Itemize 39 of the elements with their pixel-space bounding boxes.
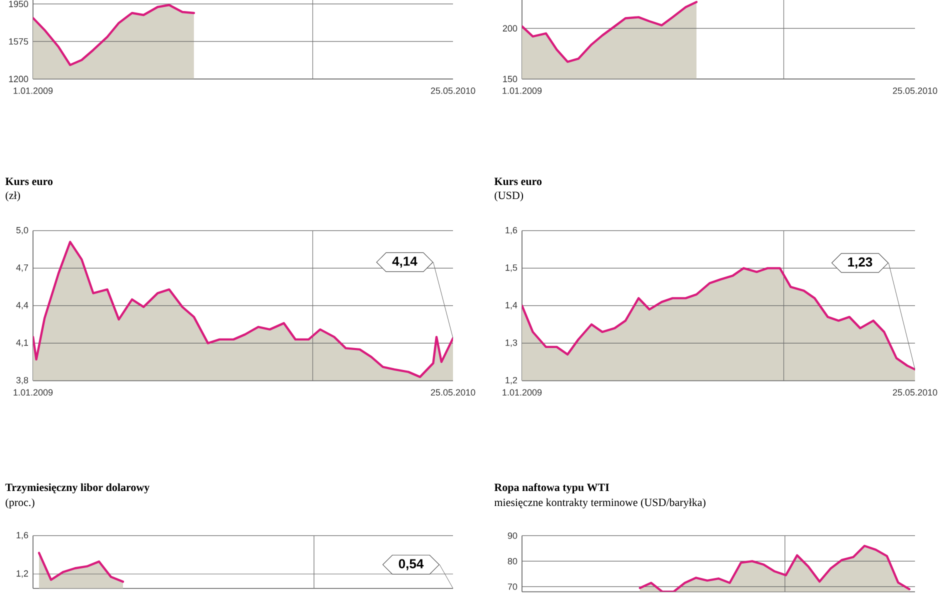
y-tick-label: 1,3	[506, 339, 518, 347]
chart-title: Kurs euro	[5, 178, 53, 186]
y-tick-label: 3,8	[16, 376, 28, 384]
y-tick-label: 1,4	[506, 302, 518, 310]
y-tick-label: 150	[503, 76, 518, 82]
x-tick-label: 25.05.2010	[430, 88, 476, 94]
y-tick-label: 80	[508, 558, 518, 564]
x-tick-label: 1.01.2009	[502, 389, 542, 396]
x-tick-label: 25.05.2010	[892, 88, 938, 94]
chart-title: Trzymiesięczny libor dolarowy	[5, 483, 150, 494]
y-tick-label: 4,7	[16, 264, 28, 272]
y-tick-label: 1,5	[506, 264, 518, 272]
y-tick-label: 4,1	[16, 340, 28, 347]
annotation: 1,23	[848, 257, 872, 268]
chart-subtitle: (proc.)	[6, 498, 34, 508]
x-tick-label: 1.01.2009	[14, 88, 53, 94]
annotation: 4,14	[392, 256, 418, 268]
y-tick-label: 1,6	[506, 226, 518, 234]
chart-title: Kurs euro	[494, 178, 542, 186]
y-tick-label: 1575	[9, 38, 28, 45]
x-tick-label: 25.05.2010	[892, 389, 938, 396]
y-tick-label: 1,6	[16, 532, 28, 540]
x-tick-label: 25.05.2010	[430, 389, 476, 396]
y-tick-label: 70	[508, 583, 518, 590]
y-tick-label: 1200	[9, 76, 28, 82]
chart-subtitle: miesięczne kontrakty terminowe (USD/baryłka)	[494, 498, 706, 508]
y-tick-label: 4,4	[16, 302, 28, 310]
y-tick-label: 1,2	[506, 376, 518, 384]
y-tick-label: 1,2	[16, 570, 28, 578]
annotation: 0,54	[398, 559, 424, 570]
y-tick-label: 90	[508, 532, 518, 539]
x-tick-label: 1.01.2009	[502, 88, 542, 94]
chart-subtitle: (zł)	[6, 191, 20, 202]
y-tick-label: 200	[502, 25, 518, 32]
x-tick-label: 1.01.2009	[14, 389, 53, 396]
y-tick-label: 5,0	[16, 226, 28, 234]
chart-subtitle: (USD)	[494, 191, 524, 202]
chart-title: Ropa naftowa typu WTI	[494, 483, 610, 494]
y-tick-label: 1950	[9, 0, 28, 8]
